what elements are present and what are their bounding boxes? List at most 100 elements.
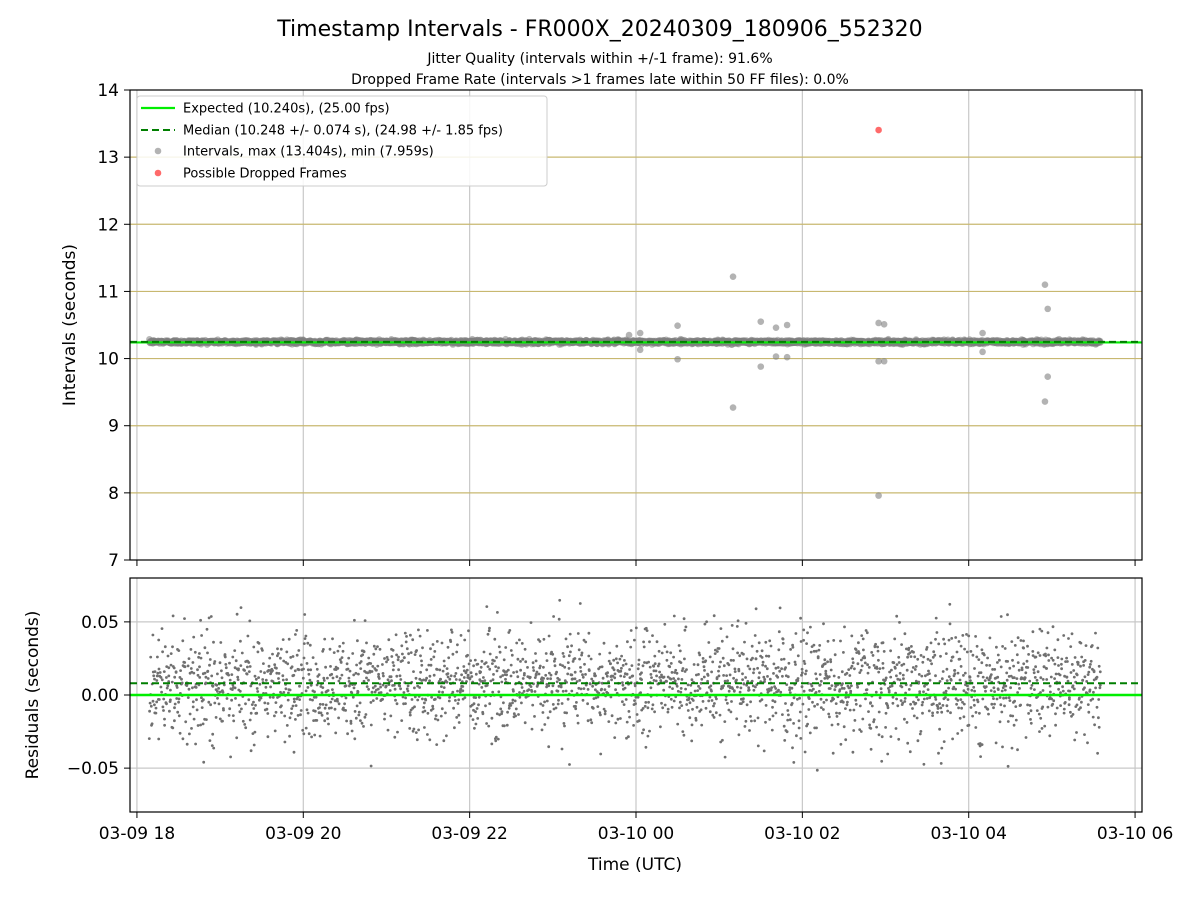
residual-point (221, 719, 224, 723)
residual-point (463, 696, 467, 699)
residual-point (198, 665, 201, 669)
residual-point (771, 714, 775, 718)
residual-point (726, 701, 729, 705)
residual-point (285, 650, 289, 654)
residual-point (426, 629, 429, 632)
residual-point (474, 710, 477, 714)
residual-point (358, 701, 362, 705)
residual-point (543, 700, 546, 704)
residual-point (446, 672, 450, 675)
interval-outlier-point (636, 329, 644, 337)
residual-point (149, 704, 153, 708)
residual-point (230, 698, 234, 702)
residual-point (237, 703, 241, 707)
residual-point (376, 664, 380, 668)
residual-point (771, 705, 774, 709)
residual-point (224, 663, 228, 666)
residual-point (599, 713, 602, 717)
residual-point (633, 699, 636, 702)
residual-point (446, 645, 450, 649)
residual-point (454, 672, 458, 675)
residual-point (679, 661, 683, 664)
residual-point (477, 695, 481, 699)
residual-point (624, 698, 628, 701)
residual-point (292, 697, 296, 701)
residual-point (196, 668, 199, 672)
residual-point (344, 684, 348, 688)
residual-point (623, 686, 627, 690)
residual-point (264, 685, 268, 689)
residual-point (485, 684, 489, 687)
residual-point (706, 674, 710, 677)
residual-point (292, 673, 296, 677)
residual-point (438, 696, 442, 700)
residual-point (482, 690, 486, 693)
residual-point (641, 664, 645, 668)
residual-point (165, 686, 169, 690)
top-y-tick-label: 11 (97, 282, 119, 302)
residual-point (159, 676, 163, 679)
residual-point (386, 728, 390, 732)
residual-point (414, 731, 418, 734)
residual-point (266, 735, 270, 739)
residual-point (153, 703, 156, 707)
residual-point (642, 640, 645, 644)
residual-point (669, 697, 673, 701)
residual-point (636, 695, 640, 699)
residual-point (413, 653, 417, 656)
residual-point (247, 698, 251, 702)
residual-point (531, 666, 535, 669)
residual-point (469, 659, 472, 662)
residual-point (189, 648, 193, 651)
residual-point (605, 674, 609, 678)
residual-point (743, 640, 746, 644)
residual-point (481, 712, 485, 716)
residual-point (634, 626, 638, 630)
residual-point (519, 668, 522, 672)
residual-point (712, 716, 716, 719)
residual-point (688, 716, 692, 720)
residual-point (422, 706, 426, 709)
residual-point (213, 660, 217, 663)
residual-point (302, 642, 306, 645)
residual-point (323, 706, 327, 710)
residual-point (173, 706, 176, 710)
residual-point (286, 698, 290, 702)
residual-point (209, 615, 213, 618)
residual-point (432, 655, 436, 659)
residual-point (314, 662, 318, 666)
residual-point (583, 662, 586, 666)
residual-point (291, 704, 295, 708)
residual-point (471, 718, 475, 721)
residual-point (277, 652, 280, 655)
residual-point (397, 668, 400, 672)
residual-point (370, 670, 374, 673)
residual-point (359, 719, 362, 722)
residual-point (711, 660, 715, 664)
residual-point (655, 640, 659, 644)
residual-point (634, 702, 637, 706)
residual-point (562, 722, 566, 725)
residual-point (754, 607, 758, 611)
residual-point (522, 689, 526, 693)
interval-outlier-point (880, 357, 888, 365)
residual-point (157, 638, 161, 642)
residual-point (540, 728, 544, 732)
residual-point (240, 651, 244, 655)
residual-point (533, 690, 537, 693)
residual-point (648, 665, 652, 669)
residual-point (509, 674, 513, 678)
residual-point (434, 714, 438, 717)
residual-point (589, 657, 593, 661)
residual-point (160, 627, 164, 630)
residual-point (198, 652, 201, 655)
residual-point (365, 676, 368, 680)
residual-point (193, 650, 197, 654)
residual-point (691, 707, 694, 711)
residual-point (299, 709, 303, 712)
residual-point (569, 650, 572, 654)
residual-point (479, 665, 483, 669)
residual-point (305, 708, 309, 712)
residual-point (206, 677, 210, 680)
